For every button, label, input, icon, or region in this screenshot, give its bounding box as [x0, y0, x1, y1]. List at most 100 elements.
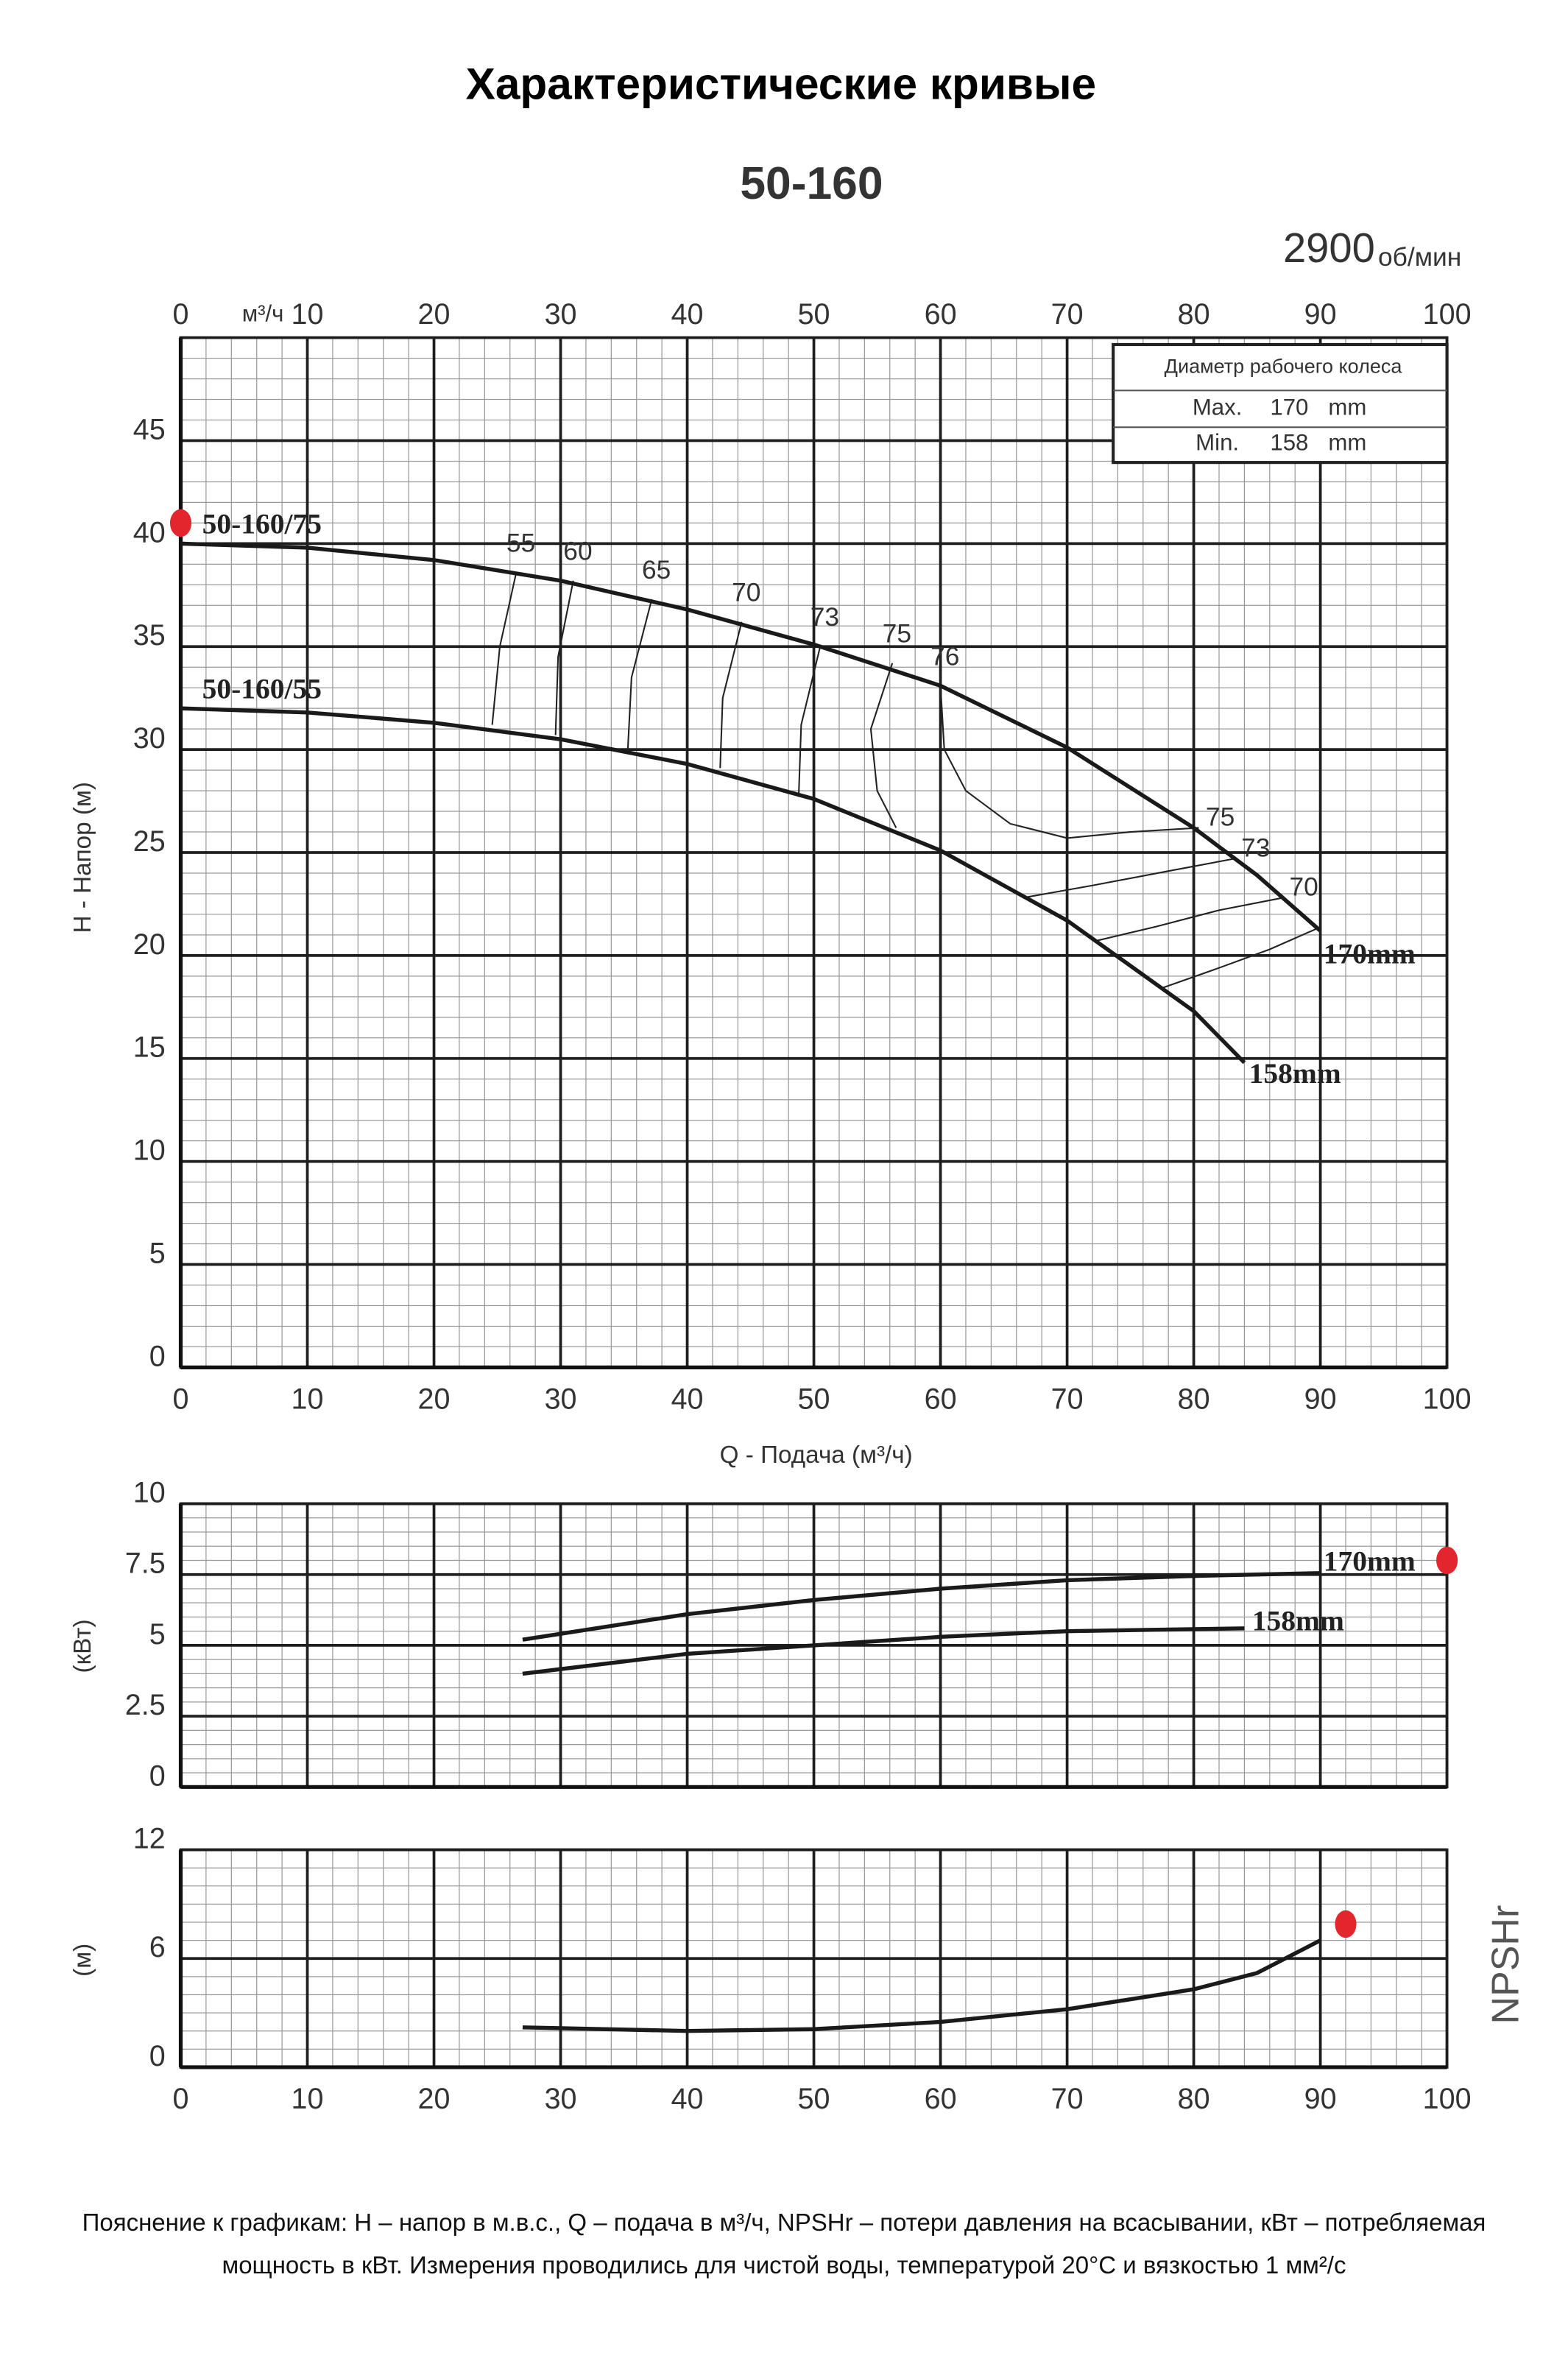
- efficiency-label: 76: [930, 642, 959, 671]
- legend-box: [1112, 342, 1449, 465]
- efficiency-curve: [554, 580, 574, 735]
- series-model: 50-160/55: [202, 672, 322, 705]
- x-tick-label: 80: [1178, 298, 1210, 331]
- x-tick-label: 50: [798, 1383, 830, 1416]
- x-tick-label: 70: [1051, 2083, 1084, 2115]
- x-tick-label: 40: [671, 298, 704, 331]
- series-line: [522, 1626, 1245, 1676]
- y-tick-label: 7.5: [125, 1548, 166, 1580]
- efficiency-curve: [939, 685, 1199, 839]
- series-name: 158mm: [1249, 1057, 1341, 1090]
- series-line: [522, 1938, 1321, 2033]
- efficiency-label: 70: [1289, 872, 1318, 901]
- y-tick-label: 6: [149, 1931, 166, 1963]
- y-tick-label: 0: [149, 1340, 166, 1372]
- series-model: 50-160/75: [202, 508, 322, 540]
- x-tick-label: 20: [418, 2083, 451, 2115]
- series-name: NPSHr: [1485, 1905, 1528, 2025]
- y-tick-label: 10: [133, 1134, 166, 1167]
- series-line: [180, 541, 1322, 933]
- x-tick-label: 10: [292, 2083, 324, 2115]
- x-tick-label: 70: [1051, 298, 1084, 331]
- efficiency-curve: [797, 646, 822, 797]
- x-tick-label: 90: [1304, 1383, 1337, 1416]
- efficiency-label: 70: [732, 579, 760, 607]
- y-axis-label: H - Напор (м): [69, 782, 96, 933]
- y-tick-label: 20: [133, 928, 166, 961]
- efficiency-label: 75: [1206, 802, 1235, 831]
- y-axis-label: (м): [69, 1944, 96, 1977]
- efficiency-curve: [1160, 928, 1317, 989]
- legend-title: Диаметр рабочего колеса: [1165, 355, 1403, 377]
- footnote: Пояснение к графикам: H – напор в м.в.с.…: [82, 2209, 1486, 2279]
- x-tick-label: 10: [292, 1383, 324, 1416]
- x-tick-label: 20: [418, 298, 451, 331]
- y-tick-label: 12: [133, 1823, 166, 1855]
- x-tick-label: 60: [925, 2083, 957, 2115]
- x-tick-label: 30: [545, 1383, 577, 1416]
- x-tick-label: 10: [292, 298, 324, 331]
- x-tick-label: 0: [173, 298, 189, 331]
- x-tick-label: 0: [173, 1383, 189, 1416]
- series-line: [522, 1571, 1321, 1642]
- efficiency-curve: [1023, 858, 1235, 899]
- series-line: [180, 706, 1246, 1065]
- efficiency-curve: [869, 663, 897, 828]
- x-tick-label: 50: [798, 2083, 830, 2115]
- series-name: 170mm: [1324, 938, 1416, 970]
- y-tick-label: 15: [133, 1031, 166, 1064]
- model-title: 50-160: [740, 158, 883, 209]
- x-tick-label: 70: [1051, 1383, 1084, 1416]
- y-tick-label: 0: [149, 1760, 166, 1792]
- x-tick-label: 0: [173, 2083, 189, 2115]
- y-tick-label: 25: [133, 825, 166, 858]
- efficiency-curve: [719, 621, 743, 769]
- y-tick-label: 40: [133, 516, 166, 548]
- x-tick-label: 80: [1178, 2083, 1210, 2115]
- x-axis-label: Q - Подача (м³/ч): [720, 1441, 913, 1469]
- legend-cell: Min.: [1196, 429, 1239, 455]
- x-tick-label: 50: [798, 298, 830, 331]
- legend-cell: Max.: [1193, 395, 1243, 420]
- y-tick-label: 35: [133, 619, 166, 652]
- efficiency-curve: [626, 599, 653, 752]
- page-title: Характеристические кривые: [466, 58, 1096, 108]
- x-tick-label: 90: [1304, 298, 1337, 331]
- x-tick-label: 100: [1423, 1383, 1472, 1416]
- x-tick-label: 40: [671, 1383, 704, 1416]
- marker: [169, 509, 192, 537]
- y-tick-label: 2.5: [125, 1689, 166, 1721]
- efficiency-label: 73: [1241, 833, 1270, 862]
- legend-cell: mm: [1328, 395, 1366, 420]
- efficiency-label: 55: [506, 529, 535, 557]
- efficiency-label: 73: [811, 603, 839, 632]
- efficiency-label: 75: [883, 620, 911, 649]
- x-tick-label: 20: [418, 1383, 451, 1416]
- x-tick-label: 60: [925, 298, 957, 331]
- legend-cell: 170: [1270, 395, 1308, 420]
- y-tick-label: 30: [133, 722, 166, 755]
- y-tick-label: 5: [149, 1618, 166, 1651]
- y-tick-label: 5: [149, 1237, 166, 1269]
- efficiency-label: 65: [642, 556, 671, 585]
- efficiency-curve: [491, 572, 518, 725]
- legend-cell: 158: [1270, 429, 1308, 455]
- legend-cell: mm: [1328, 429, 1366, 455]
- x-tick-label: 100: [1423, 2083, 1472, 2115]
- speed-unit: об/мин: [1378, 243, 1461, 272]
- x-tick-label: 100: [1423, 298, 1472, 331]
- x-tick-label: 40: [671, 2083, 704, 2115]
- series-name: 158mm: [1252, 1605, 1344, 1637]
- marker: [1335, 1910, 1357, 1938]
- x-tick-label: 90: [1304, 2083, 1337, 2115]
- y-tick-label: 45: [133, 413, 166, 445]
- efficiency-label: 60: [563, 537, 592, 566]
- marker: [1436, 1546, 1458, 1575]
- efficiency-curve: [1095, 897, 1283, 942]
- speed: 2900: [1283, 225, 1375, 271]
- x-tick-label: 80: [1178, 1383, 1210, 1416]
- y-tick-label: 10: [133, 1476, 166, 1508]
- series-name: 170mm: [1324, 1545, 1416, 1577]
